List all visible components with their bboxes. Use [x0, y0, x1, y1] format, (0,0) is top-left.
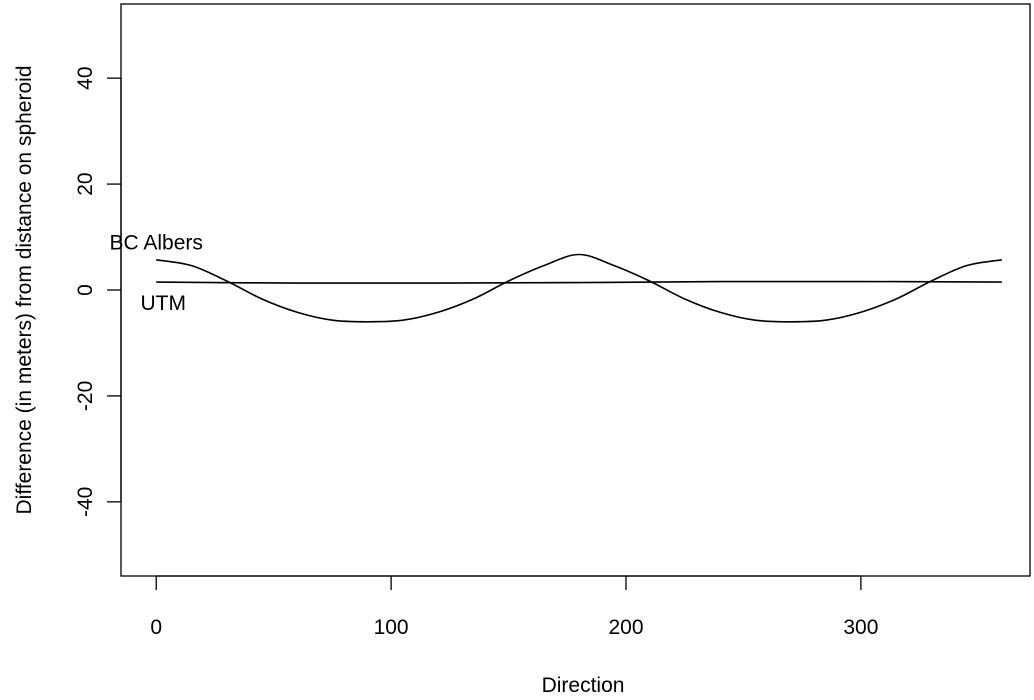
y-tick-label: -40: [74, 487, 97, 517]
x-axis-label: Direction: [542, 674, 625, 697]
x-tick-label: 100: [374, 616, 409, 639]
annotations: BC Albers UTM: [110, 231, 203, 315]
y-tick-label: 0: [74, 284, 97, 296]
plot-frame: [120, 3, 1031, 577]
x-tick-label: 200: [608, 616, 643, 639]
y-tick-label: 20: [74, 172, 97, 195]
series-line-bc-albers: [156, 253, 1002, 323]
x-axis: 0 100 200 300: [150, 575, 878, 639]
series-group: [156, 253, 1002, 323]
y-tick-label: 40: [74, 66, 97, 89]
y-tick-label: -20: [74, 381, 97, 411]
annotation-label: UTM: [140, 292, 186, 315]
x-tick-label: 0: [150, 616, 162, 639]
y-axis-label: Difference (in meters) from distance on …: [13, 66, 36, 515]
y-axis: -40 -20 0 20 40: [74, 66, 122, 517]
annotation-label: BC Albers: [110, 231, 203, 254]
x-tick-label: 300: [843, 616, 878, 639]
series-line-utm: [156, 280, 1002, 285]
